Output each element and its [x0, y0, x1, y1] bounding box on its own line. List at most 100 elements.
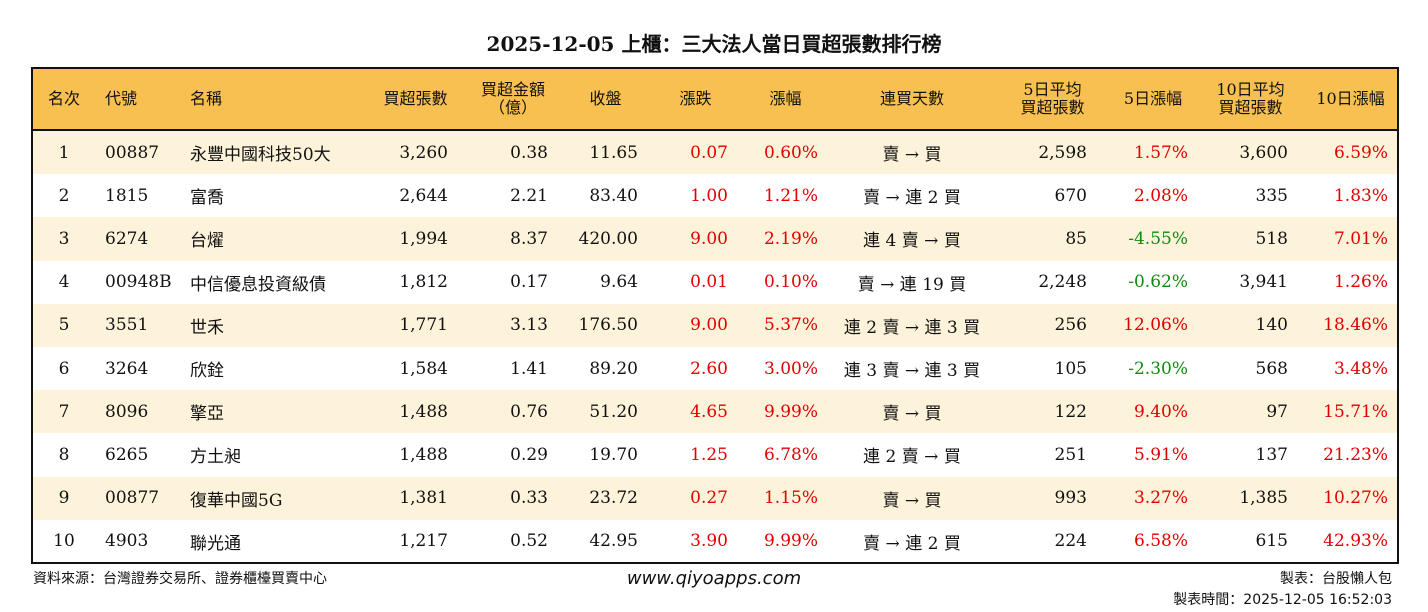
source-note: 資料來源：台灣證券交易所、證券櫃檯買賣中心	[33, 571, 327, 587]
cell-change-pct: 0.10%	[763, 272, 818, 293]
cell-avg10-lots: 568	[1255, 358, 1288, 379]
cell-change5-pct: 9.40%	[1133, 401, 1188, 422]
cell-close: 42.95	[589, 531, 638, 552]
cell-avg10-lots: 518	[1255, 228, 1288, 249]
cell-change5-pct: -0.62%	[1128, 272, 1188, 293]
cell-rank: 5	[58, 315, 70, 336]
cell-change-pct: 1.21%	[763, 185, 818, 206]
cell-change5-pct: 3.27%	[1133, 488, 1188, 509]
cell-name[interactable]: 富喬	[190, 188, 224, 209]
cell-change10-pct: 21.23%	[1323, 444, 1388, 465]
cell-code[interactable]: 3551	[105, 315, 149, 336]
cell-net-buy-lots: 1,812	[399, 272, 448, 293]
table-row: 5 3551 世禾 1,771 3.13 176.50 9.00 5.37% 連 2 賣 → 連…	[33, 303, 1397, 347]
cell-code[interactable]: 1815	[105, 185, 149, 206]
cell-close: 176.50	[578, 315, 638, 336]
cell-net-buy-lots: 1,488	[399, 444, 448, 465]
cell-code[interactable]: 6274	[105, 228, 149, 249]
cell-rank: 4	[58, 272, 70, 293]
cell-change10-pct: 3.48%	[1333, 358, 1388, 379]
ranking-table: 名次 代號 名稱 買超張數 買超金額 （億） 收盤 漲跌 漲幅 連買天數 5日平均 買超張數 5日漲…	[31, 67, 1399, 564]
cell-rank: 6	[58, 358, 70, 379]
cell-close: 9.64	[600, 272, 638, 293]
cell-change-pct: 3.00%	[763, 358, 818, 379]
table-row: 7 8096 擎亞 1,488 0.76 51.20 4.65 9.99% 賣 → 買 122 9.…	[33, 390, 1397, 434]
table-row: 9 00877 復華中國5G 1,381 0.33 23.72 0.27 1.15% 賣 → 買…	[33, 476, 1397, 520]
cell-change: 1.00	[690, 185, 728, 206]
generated-time: 製表時間：2025-12-05 16:52:03	[1173, 592, 1392, 608]
cell-change10-pct: 1.83%	[1333, 185, 1388, 206]
cell-avg10-lots: 615	[1255, 531, 1288, 552]
cell-avg10-lots: 97	[1266, 401, 1288, 422]
cell-net-buy-amount: 1.41	[510, 358, 548, 379]
cell-name[interactable]: 方土昶	[190, 447, 241, 468]
cell-code[interactable]: 8096	[105, 401, 149, 422]
cell-net-buy-amount: 0.17	[510, 272, 548, 293]
cell-net-buy-amount: 0.38	[510, 142, 548, 163]
header-close: 收盤	[589, 89, 622, 108]
cell-net-buy-lots: 1,771	[399, 315, 448, 336]
page-title: 2025-12-05 上櫃：三大法人當日買超張數排行榜	[486, 32, 942, 56]
cell-name[interactable]: 復華中國5G	[190, 490, 283, 511]
cell-avg5-lots: 251	[1054, 444, 1087, 465]
cell-streak: 連 2 賣 → 買	[863, 447, 961, 468]
cell-code[interactable]: 6265	[105, 444, 149, 465]
header-net-buy-lots: 買超張數	[383, 89, 448, 108]
header-code: 代號	[105, 89, 138, 108]
cell-avg5-lots: 2,598	[1038, 142, 1087, 163]
cell-streak: 賣 → 買	[882, 145, 942, 166]
cell-name[interactable]: 欣銓	[190, 361, 224, 382]
cell-change10-pct: 18.46%	[1323, 315, 1388, 336]
cell-change-pct: 9.99%	[763, 531, 818, 552]
cell-avg5-lots: 993	[1054, 488, 1087, 509]
cell-change: 0.07	[690, 142, 728, 163]
cell-close: 11.65	[589, 142, 638, 163]
cell-net-buy-amount: 0.29	[510, 444, 548, 465]
cell-rank: 8	[58, 444, 70, 465]
cell-name[interactable]: 中信優息投資級債	[190, 274, 326, 295]
cell-avg5-lots: 105	[1054, 358, 1087, 379]
cell-name[interactable]: 擎亞	[190, 404, 224, 425]
header-avg5-lots: 5日平均 買超張數	[1020, 80, 1085, 117]
cell-change5-pct: 2.08%	[1133, 185, 1188, 206]
header-change10-pct: 10日漲幅	[1316, 89, 1385, 108]
cell-streak: 連 2 賣 → 連 3 買	[843, 317, 981, 338]
cell-rank: 2	[58, 185, 70, 206]
cell-name[interactable]: 世禾	[190, 317, 224, 338]
cell-code[interactable]: 3264	[105, 358, 149, 379]
cell-code[interactable]: 00948B	[105, 272, 172, 293]
cell-code[interactable]: 00877	[105, 488, 160, 509]
cell-change5-pct: 1.57%	[1133, 142, 1188, 163]
cell-change10-pct: 7.01%	[1333, 228, 1388, 249]
cell-avg5-lots: 2,248	[1038, 272, 1087, 293]
website-link[interactable]: www.qiyoapps.com	[626, 568, 802, 589]
cell-change-pct: 2.19%	[763, 228, 818, 249]
cell-net-buy-lots: 1,488	[399, 401, 448, 422]
cell-code[interactable]: 00887	[105, 142, 160, 163]
cell-streak: 賣 → 連 19 買	[857, 274, 967, 295]
cell-change: 3.90	[690, 531, 728, 552]
cell-net-buy-amount: 3.13	[510, 315, 548, 336]
header-streak: 連買天數	[879, 89, 944, 108]
cell-change-pct: 6.78%	[763, 444, 818, 465]
header-avg10-lots: 10日平均 買超張數	[1216, 80, 1285, 117]
cell-rank: 9	[58, 488, 70, 509]
cell-name[interactable]: 永豐中國科技50大	[190, 145, 331, 166]
cell-change-pct: 1.15%	[763, 488, 818, 509]
cell-avg10-lots: 3,941	[1239, 272, 1288, 293]
cell-close: 89.20	[589, 358, 638, 379]
cell-change10-pct: 1.26%	[1333, 272, 1388, 293]
cell-name[interactable]: 聯光通	[190, 533, 241, 554]
table-row: 10 4903 聯光通 1,217 0.52 42.95 3.90 9.99% 賣 → 連 2 …	[33, 520, 1397, 563]
cell-name[interactable]: 台燿	[190, 231, 224, 252]
cell-net-buy-lots: 1,217	[399, 531, 448, 552]
cell-net-buy-lots: 2,644	[399, 185, 448, 206]
cell-net-buy-amount: 8.37	[510, 228, 548, 249]
cell-change: 2.60	[690, 358, 728, 379]
cell-close: 420.00	[578, 228, 638, 249]
cell-avg10-lots: 335	[1255, 185, 1288, 206]
cell-change: 4.65	[690, 401, 728, 422]
cell-avg5-lots: 256	[1054, 315, 1087, 336]
header-change-pct: 漲幅	[769, 89, 802, 108]
cell-code[interactable]: 4903	[105, 531, 149, 552]
